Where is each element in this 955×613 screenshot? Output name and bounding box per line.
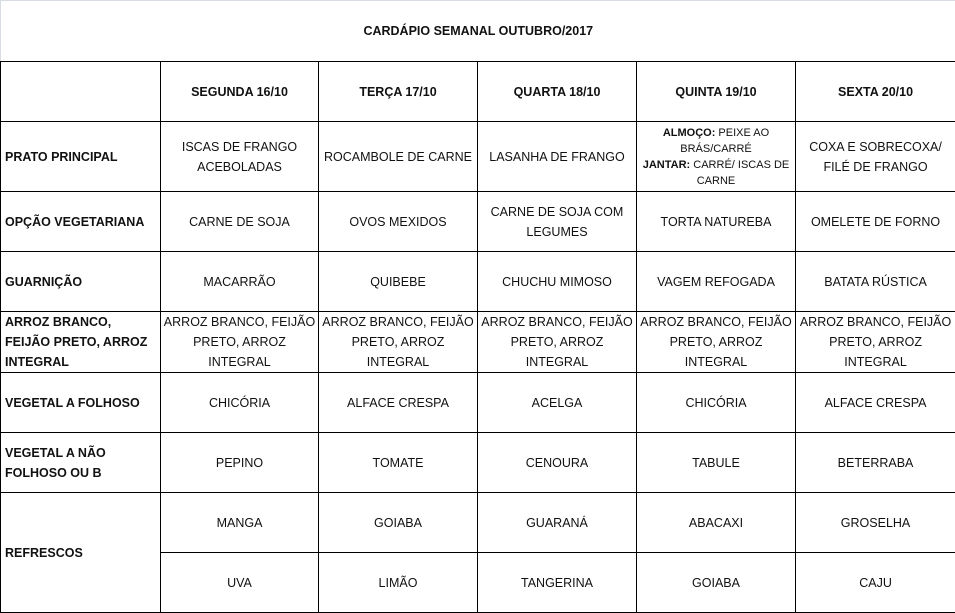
- row-arroz: ARROZ BRANCO, FEIJÃO PRETO, ARROZ INTEGR…: [1, 312, 955, 373]
- cell: TOMATE: [319, 433, 478, 493]
- cell: ROCAMBOLE DE CARNE: [319, 122, 478, 192]
- cell: VAGEM REFOGADA: [637, 252, 796, 312]
- cell: CARNE DE SOJA COM LEGUMES: [478, 192, 637, 252]
- day-header: SEGUNDA 16/10: [161, 62, 319, 122]
- row-label: REFRESCOS: [1, 493, 161, 613]
- cell: QUIBEBE: [319, 252, 478, 312]
- cell: CHUCHU MIMOSO: [478, 252, 637, 312]
- cell: BATATA RÚSTICA: [796, 252, 955, 312]
- cell: TANGERINA: [478, 553, 637, 613]
- jantar-text: CARRÉ/ ISCAS DE CARNE: [690, 159, 789, 187]
- cell: ARROZ BRANCO, FEIJÃO PRETO, ARROZ INTEGR…: [478, 312, 637, 373]
- cell: UVA: [161, 553, 319, 613]
- row-label: VEGETAL A NÃO FOLHOSO OU B: [1, 433, 161, 493]
- cell: ARROZ BRANCO, FEIJÃO PRETO, ARROZ INTEGR…: [796, 312, 955, 373]
- row-refrescos-1: REFRESCOS MANGA GOIABA GUARANÁ ABACAXI G…: [1, 493, 955, 553]
- row-label: ARROZ BRANCO, FEIJÃO PRETO, ARROZ INTEGR…: [1, 312, 161, 373]
- cell: CAJU: [796, 553, 955, 613]
- cell: OMELETE DE FORNO: [796, 192, 955, 252]
- cell: GUARANÁ: [478, 493, 637, 553]
- cell: ALFACE CRESPA: [319, 373, 478, 433]
- cell: ACELGA: [478, 373, 637, 433]
- cell: GOIABA: [637, 553, 796, 613]
- cell: BETERRABA: [796, 433, 955, 493]
- almoco-label: ALMOÇO:: [663, 127, 716, 139]
- row-label: GUARNIÇÃO: [1, 252, 161, 312]
- row-label: PRATO PRINCIPAL: [1, 122, 161, 192]
- corner-cell: [1, 62, 161, 122]
- row-label: VEGETAL A FOLHOSO: [1, 373, 161, 433]
- row-label: OPÇÃO VEGETARIANA: [1, 192, 161, 252]
- cell: LASANHA DE FRANGO: [478, 122, 637, 192]
- cell: CHICÓRIA: [637, 373, 796, 433]
- cell: CHICÓRIA: [161, 373, 319, 433]
- cell: CARNE DE SOJA: [161, 192, 319, 252]
- cell: COXA E SOBRECOXA/ FILÉ DE FRANGO: [796, 122, 955, 192]
- menu-title: CARDÁPIO SEMANAL OUTUBRO/2017: [1, 1, 955, 62]
- row-vegetariana: OPÇÃO VEGETARIANA CARNE DE SOJA OVOS MEX…: [1, 192, 955, 252]
- cell: ARROZ BRANCO, FEIJÃO PRETO, ARROZ INTEGR…: [637, 312, 796, 373]
- cell: ARROZ BRANCO, FEIJÃO PRETO, ARROZ INTEGR…: [319, 312, 478, 373]
- cell: TORTA NATUREBA: [637, 192, 796, 252]
- row-guarnicao: GUARNIÇÃO MACARRÃO QUIBEBE CHUCHU MIMOSO…: [1, 252, 955, 312]
- cell: ABACAXI: [637, 493, 796, 553]
- cell: GROSELHA: [796, 493, 955, 553]
- cell: ALFACE CRESPA: [796, 373, 955, 433]
- cell: MANGA: [161, 493, 319, 553]
- jantar-label: JANTAR:: [643, 159, 690, 171]
- cell: ISCAS DE FRANGO ACEBOLADAS: [161, 122, 319, 192]
- cell: TABULE: [637, 433, 796, 493]
- cell: CENOURA: [478, 433, 637, 493]
- cell: MACARRÃO: [161, 252, 319, 312]
- day-header: QUARTA 18/10: [478, 62, 637, 122]
- row-prato-principal: PRATO PRINCIPAL ISCAS DE FRANGO ACEBOLAD…: [1, 122, 955, 192]
- cell: OVOS MEXIDOS: [319, 192, 478, 252]
- header-row: SEGUNDA 16/10 TERÇA 17/10 QUARTA 18/10 Q…: [1, 62, 955, 122]
- day-header: SEXTA 20/10: [796, 62, 955, 122]
- cell: PEPINO: [161, 433, 319, 493]
- day-header: TERÇA 17/10: [319, 62, 478, 122]
- row-folhoso: VEGETAL A FOLHOSO CHICÓRIA ALFACE CRESPA…: [1, 373, 955, 433]
- cell: ARROZ BRANCO, FEIJÃO PRETO, ARROZ INTEGR…: [161, 312, 319, 373]
- day-header: QUINTA 19/10: [637, 62, 796, 122]
- cell: GOIABA: [319, 493, 478, 553]
- row-nao-folhoso: VEGETAL A NÃO FOLHOSO OU B PEPINO TOMATE…: [1, 433, 955, 493]
- cell: LIMÃO: [319, 553, 478, 613]
